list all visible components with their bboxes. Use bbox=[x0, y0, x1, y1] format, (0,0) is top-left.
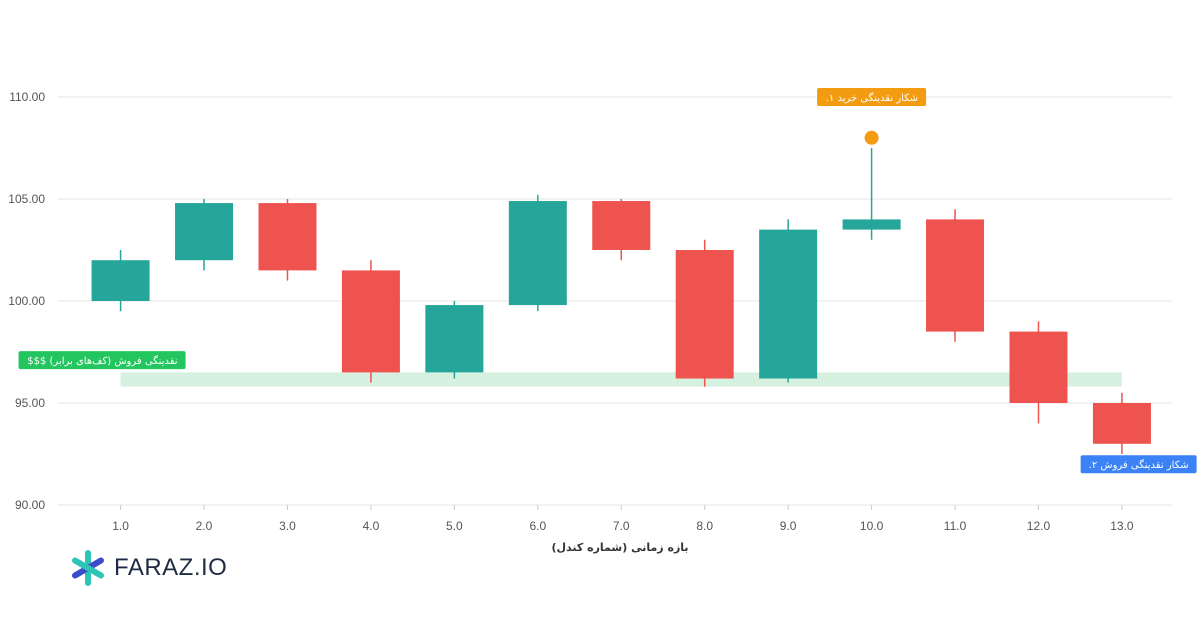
candle-body bbox=[759, 229, 818, 379]
candle bbox=[425, 301, 484, 379]
x-tick-label: 9.0 bbox=[780, 519, 797, 533]
candle bbox=[1092, 392, 1151, 454]
brand-logo: FARAZ.IO bbox=[68, 548, 227, 588]
logo-arm bbox=[72, 557, 104, 579]
candle bbox=[926, 209, 985, 342]
candle-body bbox=[91, 260, 150, 301]
x-tick-label: 5.0 bbox=[446, 519, 463, 533]
candle-body bbox=[1092, 403, 1151, 444]
annotation-label: شکار نقدینگی فروش ۲. bbox=[1089, 459, 1189, 471]
x-tick-label: 13.0 bbox=[1110, 519, 1134, 533]
candle-body bbox=[175, 203, 234, 261]
candle-body bbox=[842, 219, 901, 230]
axes: 90.00 95.00 100.00 105.00 110.00 1.0 2.0 3.0 4.0… bbox=[8, 90, 1134, 533]
annotation-label: شکار نقدینگی خرید ۱. bbox=[826, 92, 918, 104]
x-tick-label: 7.0 bbox=[613, 519, 630, 533]
brand-name: FARAZ.IO bbox=[114, 554, 228, 581]
annotation-sell-hunt: شکار نقدینگی فروش ۲. bbox=[1080, 455, 1197, 474]
candle-body bbox=[258, 203, 317, 271]
liquidity-zone-layer bbox=[120, 372, 1122, 387]
asterisk-logo-icon bbox=[72, 550, 104, 586]
annotation-buy-hunt: شکار نقدینگی خرید ۱. bbox=[817, 88, 927, 106]
y-tick-label: 105.00 bbox=[8, 192, 45, 206]
liquidity-hunt-marker bbox=[864, 130, 879, 145]
x-tick-label: 12.0 bbox=[1027, 519, 1051, 533]
x-tick-label: 8.0 bbox=[696, 519, 713, 533]
annotation-box bbox=[1080, 455, 1197, 474]
candle-body bbox=[425, 305, 484, 373]
candle bbox=[842, 148, 901, 240]
x-tick-label: 11.0 bbox=[944, 519, 967, 533]
candle-body bbox=[675, 250, 734, 379]
candle bbox=[175, 199, 234, 271]
candle bbox=[258, 199, 317, 281]
candle-body bbox=[926, 219, 985, 332]
y-tick-label: 110.00 bbox=[9, 90, 45, 104]
x-tick-label: 1.0 bbox=[112, 519, 129, 533]
candle bbox=[675, 239, 734, 387]
annotation-box bbox=[817, 88, 927, 106]
candle bbox=[1009, 321, 1068, 424]
annotation-sell-liquidity: نقدینگی فروش (کف‌های برابر) $$$ bbox=[18, 351, 186, 370]
x-tick-label: 10.0 bbox=[860, 519, 884, 533]
y-tick-label: 100.00 bbox=[8, 294, 45, 308]
candle bbox=[341, 260, 400, 383]
candle bbox=[508, 194, 567, 312]
x-tick-label: 3.0 bbox=[279, 519, 296, 533]
candles bbox=[91, 130, 1151, 454]
candle-body bbox=[341, 270, 400, 373]
x-tick-label: 6.0 bbox=[529, 519, 546, 533]
candle bbox=[759, 219, 818, 383]
annotation-box bbox=[18, 351, 186, 370]
x-tick-label: 2.0 bbox=[196, 519, 213, 533]
candle-body bbox=[508, 201, 567, 306]
candle-body bbox=[592, 201, 651, 250]
y-tick-label: 95.00 bbox=[15, 396, 45, 410]
candle bbox=[91, 250, 150, 312]
x-tick-label: 4.0 bbox=[363, 519, 380, 533]
y-tick-label: 90.00 bbox=[15, 498, 45, 512]
candle-body bbox=[1009, 331, 1068, 403]
annotations: نقدینگی فروش (کف‌های برابر) $$$ شکار نقدی… bbox=[18, 88, 1197, 474]
grid bbox=[58, 96, 1172, 506]
x-axis-title: بازه زمانی (شماره کندل) bbox=[551, 541, 688, 554]
candle bbox=[592, 199, 651, 261]
annotation-label: نقدینگی فروش (کف‌های برابر) $$$ bbox=[27, 355, 177, 367]
liquidity-zone bbox=[120, 372, 1122, 387]
